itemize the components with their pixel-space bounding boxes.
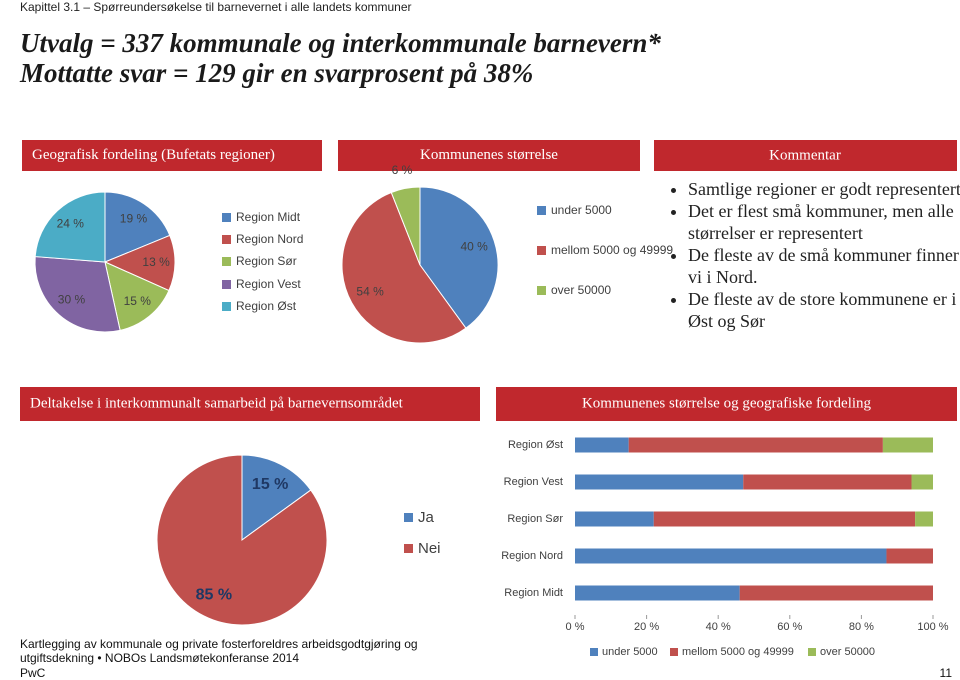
bar-segment (743, 474, 912, 490)
data-label: 54 % (356, 285, 384, 299)
x-tick-label: 60 % (777, 621, 802, 633)
legend-label: Region Nord (236, 232, 303, 246)
legend-label: Nei (418, 540, 441, 557)
data-label: 85 % (196, 587, 232, 604)
legend-swatch (222, 257, 231, 266)
legend-swatch (537, 286, 546, 295)
title-line: Utvalg = 337 kommunale og interkommunale… (20, 28, 661, 58)
chart-header-box (22, 140, 322, 171)
page-number: 11 (939, 666, 952, 680)
x-tick-label: 40 % (706, 621, 731, 633)
legend-swatch (222, 302, 231, 311)
y-tick-label: Region Nord (501, 550, 563, 562)
pie-slice (341, 191, 467, 344)
legend-swatch (222, 280, 231, 289)
commentary-header-box (654, 140, 957, 171)
legend-swatch (222, 235, 231, 244)
bar-segment (575, 437, 629, 453)
legend-swatch (537, 246, 546, 255)
y-tick-label: Region Midt (504, 587, 563, 599)
legend-label: over 50000 (551, 283, 611, 297)
legend-label: Region Sør (236, 254, 297, 268)
legend-label: Ja (418, 509, 435, 526)
pie-slice (419, 186, 499, 329)
legend-swatch (670, 648, 678, 656)
chart-title: Deltakelse i interkommunalt samarbeid på… (30, 395, 404, 411)
footer-company: PwC (20, 666, 46, 680)
pie-slice (241, 454, 312, 541)
pie-slice (390, 186, 421, 266)
legend-swatch (404, 513, 413, 522)
commentary-bullets: Samtlige regioner er godt representert D… (668, 178, 960, 332)
pie-slice (34, 191, 106, 263)
legend-label: under 5000 (551, 203, 612, 217)
header: Kapittel 3.1 – Spørreundersøkelse til ba… (20, 0, 412, 14)
x-tick-label: 100 % (917, 621, 948, 633)
chart-title: Kommunenes størrelse og geografiske ford… (582, 395, 872, 411)
legend-swatch (404, 544, 413, 553)
legend-label: Region Vest (236, 277, 301, 291)
bar-segment (915, 511, 933, 527)
data-label: 15 % (124, 294, 152, 308)
bar-segment (911, 474, 933, 490)
legend-label: Region Midt (236, 210, 301, 224)
legend-label: mellom 5000 og 49999 (551, 243, 673, 257)
bar-segment (575, 585, 740, 601)
y-tick-label: Region Vest (504, 476, 563, 488)
legend-swatch (537, 206, 546, 215)
bullet: Det er flest små kommuner, men alle stør… (688, 200, 960, 244)
legend-label: under 5000 (602, 646, 658, 658)
bar-segment (628, 437, 883, 453)
data-label: 30 % (58, 293, 86, 307)
legend-swatch (222, 213, 231, 222)
bar-segment (653, 511, 916, 527)
pie-slice (156, 454, 328, 626)
bar-segment (575, 548, 887, 564)
data-label: 24 % (57, 217, 85, 231)
pie-slice (104, 191, 171, 263)
chart-header-box (338, 140, 640, 171)
title-line: Mottatte svar = 129 gir en svarprosent p… (20, 58, 534, 88)
legend-swatch (808, 648, 816, 656)
data-label: 13 % (142, 255, 170, 269)
y-tick-label: Region Sør (507, 513, 563, 525)
legend-label: over 50000 (820, 646, 875, 658)
data-label: 19 % (120, 212, 148, 226)
bullet: De fleste av de store kommunene er i Øst… (688, 288, 960, 332)
legend-swatch (590, 648, 598, 656)
data-label: 15 % (252, 476, 288, 493)
legend-label: Region Øst (236, 299, 297, 313)
bar-segment (886, 548, 933, 564)
data-label: 6 % (392, 163, 413, 177)
chart-title: Geografisk fordeling (Bufetats regioner) (32, 147, 275, 163)
pie-slice (103, 234, 176, 292)
y-tick-label: Region Øst (508, 439, 563, 451)
x-tick-label: 80 % (849, 621, 874, 633)
chart-title: Kommunenes størrelse (420, 147, 558, 163)
chart-header-box (496, 387, 957, 421)
pie-slice (104, 261, 170, 331)
data-label: 40 % (460, 240, 488, 254)
bar-segment (882, 437, 933, 453)
bar-segment (739, 585, 933, 601)
footer-source: Kartlegging av kommunale og private fost… (20, 637, 418, 665)
bar-segment (575, 474, 744, 490)
pie-slice (34, 256, 121, 333)
commentary-title: Kommentar (769, 147, 841, 163)
legend-label: mellom 5000 og 49999 (682, 646, 794, 658)
bullet: Samtlige regioner er godt representert (688, 178, 960, 200)
x-tick-label: 20 % (634, 621, 659, 633)
x-tick-label: 0 % (566, 621, 585, 633)
chart-header-box (20, 387, 480, 421)
bullet: De fleste av de små kommuner finner vi i… (688, 244, 960, 288)
bar-segment (575, 511, 654, 527)
